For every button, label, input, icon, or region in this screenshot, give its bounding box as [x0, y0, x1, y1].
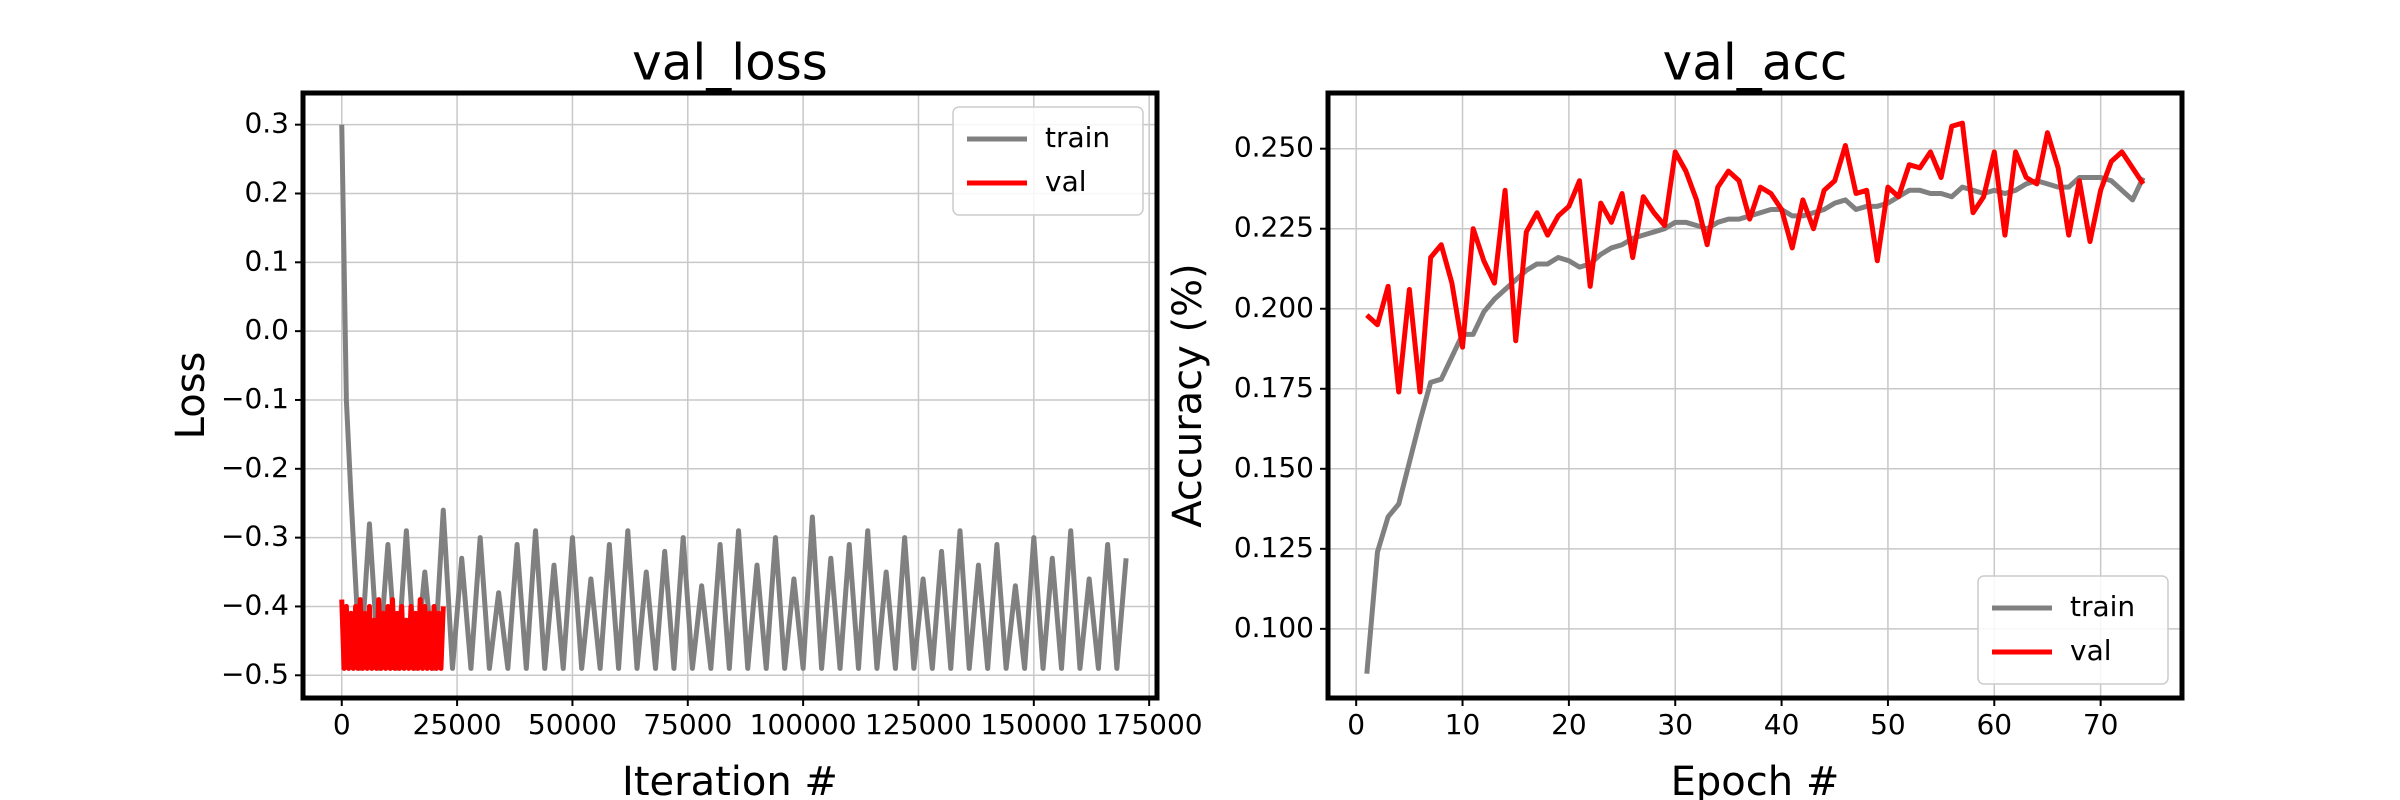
chart-title: val_acc	[1663, 34, 1848, 92]
y-tick-label: 0.1	[244, 244, 289, 277]
x-tick-label: 125000	[865, 708, 972, 741]
y-axis-label: Loss	[168, 352, 214, 440]
y-tick-label: 0.3	[244, 107, 289, 140]
y-tick-label: −0.4	[221, 588, 289, 621]
x-tick-label: 175000	[1096, 708, 1203, 741]
plot: 0 10 20 30 40 50 60 70 0.100 0.125 0.150 0.175 0.200…	[1165, 34, 2185, 800]
x-tick-label: 50000	[528, 708, 617, 741]
y-tick-label: 0.225	[1234, 211, 1314, 244]
y-tick-label: 0.0	[244, 313, 289, 346]
y-tick-label: 0.2	[244, 175, 289, 208]
y-tick-label: 0.200	[1234, 291, 1314, 324]
x-tick-label: 30	[1657, 708, 1693, 741]
legend-label: val	[2070, 634, 2112, 667]
x-tick-label: 150000	[980, 708, 1087, 741]
x-tick-label: 0	[1347, 708, 1365, 741]
axes-frame	[1325, 90, 2185, 701]
x-axis-label: Epoch #	[1671, 759, 1840, 800]
x-tick-label: 0	[333, 708, 351, 741]
y-tick-label: 0.100	[1234, 611, 1314, 644]
chart-title: val_loss	[632, 34, 828, 92]
x-tick-label: 70	[2083, 708, 2119, 741]
data-line	[339, 597, 446, 671]
y-tick-label: 0.175	[1234, 371, 1314, 404]
legend-label: val	[1045, 165, 1087, 198]
data-line	[1365, 120, 2146, 395]
legend-box	[1977, 575, 2169, 685]
legend-label: train	[2070, 590, 2135, 623]
y-tick-label: 0.150	[1234, 451, 1314, 484]
y-tick-label: 0.125	[1234, 531, 1314, 564]
plot: 0 25000 50000 75000 100000 125000 150000 175000…	[168, 34, 1203, 800]
x-tick-label: 100000	[750, 708, 857, 741]
x-tick-label: 75000	[643, 708, 732, 741]
y-tick-label: 0.250	[1234, 131, 1314, 164]
y-tick-label: −0.1	[221, 382, 289, 415]
axes-frame	[300, 90, 1160, 701]
x-tick-label: 25000	[413, 708, 502, 741]
y-tick-label: −0.5	[221, 657, 289, 690]
x-tick-label: 60	[1976, 708, 2012, 741]
x-tick-label: 20	[1551, 708, 1587, 741]
y-tick-label: −0.3	[221, 520, 289, 553]
x-axis-label: Iteration #	[622, 759, 838, 800]
x-tick-label: 10	[1445, 708, 1481, 741]
data-line	[339, 124, 1129, 671]
y-axis-label: Accuracy (%)	[1165, 263, 1211, 528]
data-line	[1364, 175, 2146, 674]
x-tick-label: 50	[1870, 708, 1906, 741]
y-tick-label: −0.2	[221, 451, 289, 484]
legend-label: train	[1045, 121, 1110, 154]
x-tick-label: 40	[1764, 708, 1800, 741]
legend-box	[952, 106, 1144, 216]
